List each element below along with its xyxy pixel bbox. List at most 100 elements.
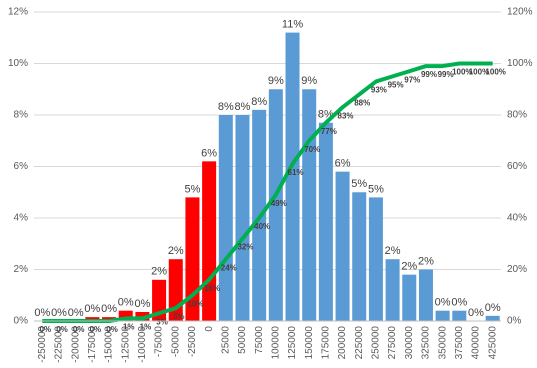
line-label: 97% xyxy=(404,75,420,84)
x-tick-label: -25000 xyxy=(187,326,198,358)
bar-label: 0% xyxy=(84,303,100,315)
x-tick-label: 75000 xyxy=(254,326,265,354)
bar xyxy=(202,161,217,321)
bar xyxy=(235,115,250,321)
x-tick-label: 350000 xyxy=(437,326,448,360)
y-tick-label: 2% xyxy=(14,264,29,275)
y-tick-label: 10% xyxy=(8,58,28,69)
x-tick-label: 175000 xyxy=(321,326,332,360)
bar xyxy=(385,259,400,321)
x-tick-label: 425000 xyxy=(487,326,498,360)
y2-tick-label: 80% xyxy=(507,110,527,121)
line-label: 99% xyxy=(438,70,454,79)
bar-label: 5% xyxy=(368,183,384,195)
bar-label: 0% xyxy=(68,307,84,319)
bar-label: 8% xyxy=(235,101,251,113)
bar-label: 0% xyxy=(451,297,467,309)
x-tick-label: -75000 xyxy=(154,326,165,358)
bar xyxy=(485,315,500,321)
x-tick-label: -150000 xyxy=(104,326,115,363)
x-tick-label: -125000 xyxy=(120,326,131,363)
bar-label: 5% xyxy=(351,178,367,190)
x-tick-label: 50000 xyxy=(237,326,248,354)
x-tick-label: -250000 xyxy=(37,326,48,363)
x-tick-label: 225000 xyxy=(354,326,365,360)
bar-label: 8% xyxy=(218,101,234,113)
line-label: 61% xyxy=(288,168,304,177)
bar-label: 0% xyxy=(435,297,451,309)
bar xyxy=(318,122,333,321)
line-label: 10% xyxy=(187,299,203,308)
bar xyxy=(218,115,233,321)
bar xyxy=(118,310,133,321)
bar-label: 0% xyxy=(101,303,117,315)
bar-label: 6% xyxy=(335,158,351,170)
bar-label: 0% xyxy=(51,307,67,319)
y-tick-label: 6% xyxy=(14,161,29,172)
line-label: 100% xyxy=(485,68,505,77)
bar xyxy=(302,89,317,321)
bar xyxy=(268,89,283,321)
bar xyxy=(368,197,383,321)
x-tick-label: 325000 xyxy=(421,326,432,360)
bar-label: 2% xyxy=(385,245,401,257)
line-label: 1% xyxy=(123,323,135,332)
line-label: 1% xyxy=(140,323,152,332)
x-tick-label: 150000 xyxy=(304,326,315,360)
line-label: 32% xyxy=(237,243,253,252)
bar-label: 0% xyxy=(34,307,50,319)
x-tick-label: 200000 xyxy=(337,326,348,360)
line-label: 93% xyxy=(371,86,387,95)
y2-tick-label: 40% xyxy=(507,213,527,224)
bar-label: 5% xyxy=(184,183,200,195)
line-label: 0% xyxy=(73,325,85,334)
line-label: 0% xyxy=(90,325,102,334)
y2-tick-label: 60% xyxy=(507,161,527,172)
line-label: 95% xyxy=(388,80,404,89)
x-tick-label: 400000 xyxy=(471,326,482,360)
bar-label: 2% xyxy=(418,255,434,267)
line-label: 88% xyxy=(354,99,370,108)
bar-label: 11% xyxy=(282,19,303,31)
cumulative-line xyxy=(42,61,493,323)
bar-label: 2% xyxy=(401,261,417,273)
bar xyxy=(435,310,450,321)
bar-label: 9% xyxy=(268,75,284,87)
line-label: 0% xyxy=(56,325,68,334)
y2-tick-label: 120% xyxy=(507,7,533,18)
line-label: 16% xyxy=(204,284,220,293)
bar-label: 0% xyxy=(485,302,501,314)
bar xyxy=(352,192,367,321)
y-tick-label: 0% xyxy=(14,316,29,327)
line-label: 0% xyxy=(106,325,118,334)
bar-label: 2% xyxy=(151,266,167,278)
bar-label: 0% xyxy=(118,297,134,309)
y2-tick-label: 20% xyxy=(507,264,527,275)
x-tick-label: 300000 xyxy=(404,326,415,360)
bar-label: 9% xyxy=(301,75,317,87)
y2-tick-label: 0% xyxy=(507,316,522,327)
y-tick-label: 8% xyxy=(14,110,29,121)
x-tick-label: -225000 xyxy=(54,326,65,363)
line-label: 49% xyxy=(271,199,287,208)
bar-label: 6% xyxy=(201,147,217,159)
line-label: 77% xyxy=(321,127,337,136)
line-label: 0% xyxy=(40,325,52,334)
x-tick-label: 25000 xyxy=(220,326,231,354)
line-label: 3% xyxy=(156,317,168,326)
line-label: 70% xyxy=(304,145,320,154)
bar-label: 0% xyxy=(134,298,150,310)
x-tick-label: 250000 xyxy=(371,326,382,360)
x-tick-label: 0 xyxy=(204,326,215,332)
x-tick-label: -50000 xyxy=(170,326,181,358)
bar xyxy=(452,310,467,321)
x-tick-label: 125000 xyxy=(287,326,298,360)
bar-label: 8% xyxy=(251,96,267,108)
bar-label: 0% xyxy=(468,307,484,319)
bar-label: 2% xyxy=(168,245,184,257)
y2-tick-label: 100% xyxy=(507,58,533,69)
x-tick-label: 375000 xyxy=(454,326,465,360)
bar xyxy=(402,274,417,321)
line-label: 100% xyxy=(452,68,472,77)
